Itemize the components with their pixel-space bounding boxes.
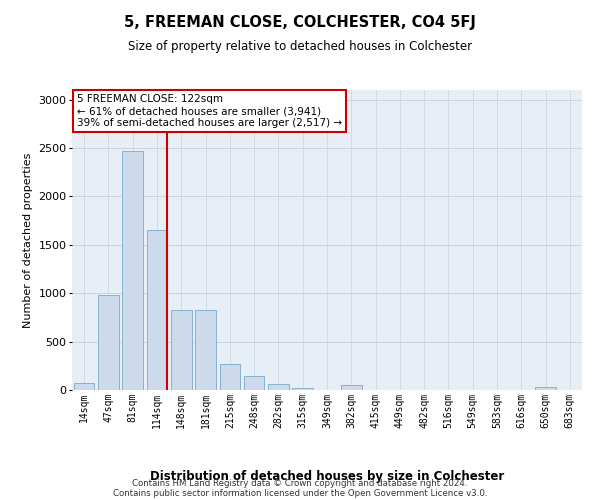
X-axis label: Distribution of detached houses by size in Colchester: Distribution of detached houses by size … [150,470,504,482]
Text: Contains HM Land Registry data © Crown copyright and database right 2024.: Contains HM Land Registry data © Crown c… [132,478,468,488]
Bar [341,384,362,390]
Bar [535,387,556,390]
Bar [98,295,119,390]
Bar [292,388,313,390]
Bar [122,151,143,390]
Bar [220,364,240,390]
Text: 5, FREEMAN CLOSE, COLCHESTER, CO4 5FJ: 5, FREEMAN CLOSE, COLCHESTER, CO4 5FJ [124,15,476,30]
Bar [74,383,94,390]
Bar [146,230,167,390]
Bar [268,384,289,390]
Text: 5 FREEMAN CLOSE: 122sqm
← 61% of detached houses are smaller (3,941)
39% of semi: 5 FREEMAN CLOSE: 122sqm ← 61% of detache… [77,94,342,128]
Text: Size of property relative to detached houses in Colchester: Size of property relative to detached ho… [128,40,472,53]
Y-axis label: Number of detached properties: Number of detached properties [23,152,33,328]
Bar [171,310,191,390]
Text: Contains public sector information licensed under the Open Government Licence v3: Contains public sector information licen… [113,488,487,498]
Bar [195,310,216,390]
Bar [244,376,265,390]
